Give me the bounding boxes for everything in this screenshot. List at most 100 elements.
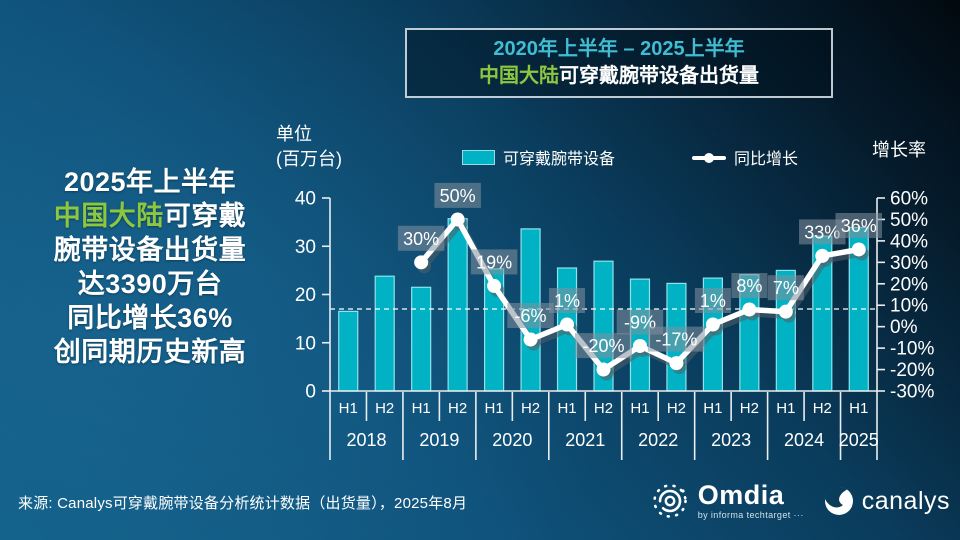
growth-label-5: -6% <box>515 306 547 326</box>
left-axis-tick-label: 40 <box>295 189 316 210</box>
line-series-swatch <box>692 151 726 164</box>
growth-dot-6 <box>560 317 575 332</box>
chart-title-period: 2020年上半年 – 2025上半年 <box>493 38 745 60</box>
right-axis-tick-label: -20% <box>890 360 934 381</box>
growth-dot-13 <box>815 248 830 263</box>
growth-label-bg-3 <box>434 182 481 208</box>
omdia-tagline: by informa techtarget ··· <box>697 510 804 520</box>
year-label-2024: 2024 <box>784 430 824 450</box>
left-axis-tick-label: 0 <box>305 382 316 403</box>
growth-label-bg-9 <box>647 326 705 352</box>
growth-label-bg-6 <box>549 288 585 313</box>
right-axis-tick-label: 50% <box>890 210 928 231</box>
left-axis-tick-label: 30 <box>295 237 316 258</box>
bar-h2-3 <box>447 218 468 392</box>
period-label-5: H2 <box>521 400 540 417</box>
right-axis-tick-label: 10% <box>890 296 928 317</box>
growth-dot-7 <box>596 362 611 377</box>
period-label-8: H1 <box>630 400 649 417</box>
right-axis-tick-label: 20% <box>890 274 928 295</box>
growth-label-bg-14 <box>835 213 882 238</box>
headline-line1: 2025年上半年 <box>63 167 237 197</box>
chart-title-box: 2020年上半年 – 2025上半年 中国大陆可穿戴腕带设备出货量 <box>405 28 833 98</box>
year-label-2019: 2019 <box>419 430 459 450</box>
growth-dot-3 <box>450 212 465 227</box>
chart-title-region: 中国大陆 <box>479 65 559 87</box>
bar-series-label: 可穿戴腕带设备 <box>503 151 616 168</box>
period-label-6: H1 <box>557 400 576 417</box>
growth-dot-9 <box>669 356 684 371</box>
growth-dot-11 <box>742 302 757 317</box>
growth-dot-5 <box>523 332 538 347</box>
year-label-2023: 2023 <box>711 430 751 450</box>
headline-line2: 中国大陆可穿戴 <box>24 199 276 233</box>
growth-label-12: 7% <box>773 278 799 298</box>
right-axis-tick-label: 0% <box>890 317 918 338</box>
growth-label-14: 36% <box>841 216 877 236</box>
period-label-4: H1 <box>485 400 504 417</box>
headline-line6: 创同期历史新高 <box>53 337 247 367</box>
canalys-wordmark: canalys <box>861 486 950 515</box>
period-label-11: H2 <box>740 400 759 417</box>
growth-dot-8 <box>632 338 647 353</box>
left-axis-tick-label: 10 <box>295 333 316 354</box>
growth-label-bg-2 <box>397 225 445 251</box>
year-label-2018: 2018 <box>346 430 386 450</box>
growth-label-bg-12 <box>767 275 804 301</box>
legend-item-bars: 可穿戴腕带设备 <box>462 145 615 169</box>
right-axis-tick-label: 40% <box>890 231 928 252</box>
omdia-logo-icon <box>652 484 687 518</box>
right-axis-tick-label: 60% <box>890 189 928 210</box>
chart-title-main: 中国大陆可穿戴腕带设备出货量 <box>479 63 759 90</box>
headline-line2-rest: 可穿戴 <box>163 201 247 231</box>
period-label-3: H2 <box>448 400 467 417</box>
period-label-13: H2 <box>813 400 832 417</box>
year-label-2021: 2021 <box>565 430 605 450</box>
growth-label-bg-5 <box>507 303 554 328</box>
growth-dot-14 <box>851 242 866 257</box>
year-label-2022: 2022 <box>638 430 678 450</box>
growth-label-4: 19% <box>476 252 512 272</box>
growth-label-10: 1% <box>700 291 726 311</box>
headline-line3: 腕带设备出货量 <box>53 235 247 265</box>
source-note: 来源: Canalys可穿戴腕带设备分析统计数据（出货量），2025年8月 <box>18 495 468 512</box>
left-axis-title: 单位 (百万台) <box>276 122 342 172</box>
headline-line5: 同比增长36% <box>67 303 233 333</box>
growth-label-6: 1% <box>554 291 580 311</box>
legend-item-line: 同比增长 <box>692 145 798 169</box>
omdia-logo-text: Omdia by informa techtarget ··· <box>698 482 804 520</box>
period-label-0: H1 <box>339 400 358 417</box>
year-label-2020: 2020 <box>492 430 532 450</box>
period-label-10: H1 <box>703 400 722 417</box>
right-axis-tick-label: -30% <box>890 382 934 403</box>
line-series-label: 同比增长 <box>734 151 799 168</box>
bar-h1-2 <box>411 286 432 392</box>
left-axis-title-line2: (百万台) <box>276 149 342 169</box>
growth-label-13: 33% <box>804 222 840 242</box>
left-axis-title-line1: 单位 <box>276 124 312 144</box>
growth-label-2: 30% <box>403 229 439 249</box>
bar-h1-0 <box>338 310 359 392</box>
headline-block: 2025年上半年 中国大陆可穿戴 腕带设备出货量 达3390万台 同比增长36%… <box>24 165 276 369</box>
period-label-9: H2 <box>667 400 686 417</box>
canalys-logo: canalys <box>824 486 950 516</box>
growth-dot-12 <box>778 304 793 319</box>
footer-logos: Omdia by informa techtarget ··· canalys <box>649 480 950 522</box>
year-label-2025: 2025 <box>839 430 879 450</box>
chart-title-subject: 可穿戴腕带设备出货量 <box>559 65 759 87</box>
bar-h2-1 <box>374 275 395 392</box>
growth-label-bg-10 <box>694 288 731 313</box>
growth-dot-4 <box>487 278 502 293</box>
omdia-logo: Omdia by informa techtarget ··· <box>649 480 804 522</box>
growth-label-11: 8% <box>736 276 762 296</box>
growth-dot-2 <box>414 255 429 270</box>
period-label-1: H2 <box>375 400 394 417</box>
line-swatch-dot <box>704 152 714 163</box>
left-axis-tick-label: 20 <box>295 285 316 306</box>
canalys-logo-icon <box>824 486 853 515</box>
headline-region: 中国大陆 <box>53 201 164 231</box>
growth-label-bg-4 <box>470 249 518 275</box>
growth-label-7: -20% <box>582 336 624 356</box>
